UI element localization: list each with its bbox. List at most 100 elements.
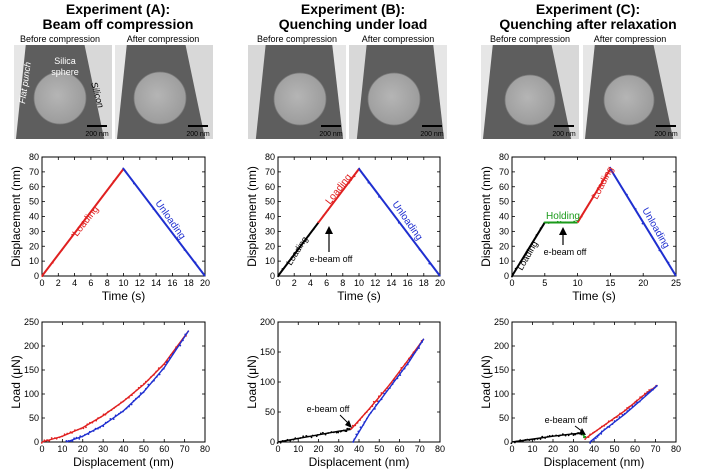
data-point [88, 430, 91, 433]
data-point [54, 437, 56, 439]
scale-bar [554, 125, 574, 127]
x-tick-label: 30 [98, 444, 108, 454]
x-tick-label: 80 [671, 444, 681, 454]
data-point [605, 174, 607, 176]
silica-sphere [603, 74, 655, 126]
y-tick-label: 60 [29, 182, 39, 192]
data-point [76, 428, 79, 431]
plot-frame [41, 156, 206, 277]
data-point [361, 416, 364, 418]
data-point [118, 412, 120, 415]
data-point [104, 413, 107, 416]
data-point [616, 418, 619, 421]
x-tick-label: 20 [200, 278, 210, 288]
panel-c-before-label: Before compression [490, 34, 570, 44]
label-loading-beam-on: Loading [284, 235, 309, 267]
label-loading: Loading [590, 165, 616, 202]
y-tick-label: 10 [265, 256, 275, 266]
data-point [397, 221, 400, 224]
data-point [86, 423, 89, 426]
arrowhead [579, 428, 586, 435]
x-tick-label: 20 [313, 444, 323, 454]
data-point [346, 427, 349, 430]
data-point [375, 403, 377, 406]
data-point [174, 235, 176, 238]
panel-b-before-label: Before compression [257, 34, 337, 44]
data-point [80, 427, 82, 430]
data-point [284, 439, 287, 442]
data-point [378, 195, 380, 198]
data-point [364, 412, 366, 415]
data-point [82, 427, 85, 430]
data-point [122, 167, 125, 170]
data-point [528, 439, 531, 442]
data-point [391, 383, 394, 386]
punch-band [14, 45, 26, 139]
y-axis-label: Displacement (nm) [9, 166, 23, 267]
data-point [418, 248, 421, 251]
data-point [151, 380, 154, 383]
y-tick-label: 100 [260, 377, 275, 387]
data-point [377, 395, 380, 398]
panel-b-after-label: After compression [362, 34, 435, 44]
data-point [337, 195, 340, 198]
data-point [332, 201, 334, 203]
data-point [75, 436, 78, 439]
series-line [41, 330, 190, 443]
y-tick-label: 80 [265, 152, 275, 162]
data-point [120, 401, 123, 404]
y-tick-label: 200 [494, 341, 509, 351]
title-c: Experiment (C): Quenching after relaxati… [499, 1, 676, 32]
x-tick-label: 70 [650, 444, 660, 454]
data-point [368, 408, 371, 410]
data-point [128, 405, 130, 408]
x-tick-label: 30 [334, 444, 344, 454]
y-tick-label: 10 [29, 256, 39, 266]
data-point [51, 261, 54, 264]
data-point [125, 397, 127, 400]
data-point [312, 228, 315, 231]
x-tick-label: 40 [118, 444, 128, 454]
data-point [302, 435, 305, 438]
substrate-band [349, 45, 367, 139]
data-point [60, 249, 63, 252]
x-tick-label: 0 [39, 444, 44, 454]
data-point [559, 434, 562, 437]
data-point [107, 410, 110, 413]
data-point [527, 249, 529, 251]
data-point [380, 398, 383, 401]
y-tick-label: 50 [29, 413, 39, 423]
y-tick-label: 80 [29, 152, 39, 162]
data-point [139, 392, 142, 394]
data-point [511, 275, 513, 278]
data-point [179, 344, 182, 347]
series-loading [40, 330, 190, 444]
data-point [94, 427, 97, 430]
data-point [87, 433, 90, 436]
x-axis-label: Displacement (nm) [309, 455, 410, 469]
data-point [147, 383, 150, 386]
data-point [106, 421, 109, 423]
data-point [365, 417, 368, 420]
data-point [588, 202, 591, 205]
data-point [135, 397, 137, 400]
x-axis-label: Displacement (nm) [544, 455, 645, 469]
label-e-beam-off: e-beam off [544, 247, 587, 257]
series-loading [317, 168, 360, 224]
data-point [359, 419, 362, 421]
data-point [580, 215, 583, 218]
silica-sphere-label-2: sphere [51, 67, 79, 77]
x-tick-label: 14 [386, 278, 396, 288]
data-point [85, 426, 87, 429]
x-tick-label: 10 [527, 444, 537, 454]
data-point [152, 374, 155, 376]
data-point [621, 414, 624, 416]
data-point [294, 437, 297, 440]
data-point [132, 391, 135, 394]
data-point [543, 221, 546, 224]
data-point [536, 438, 539, 440]
label-loading-beam-on: Loading [515, 239, 540, 272]
data-point [137, 386, 140, 389]
x-tick-label: 10 [118, 278, 128, 288]
data-point [81, 221, 84, 223]
